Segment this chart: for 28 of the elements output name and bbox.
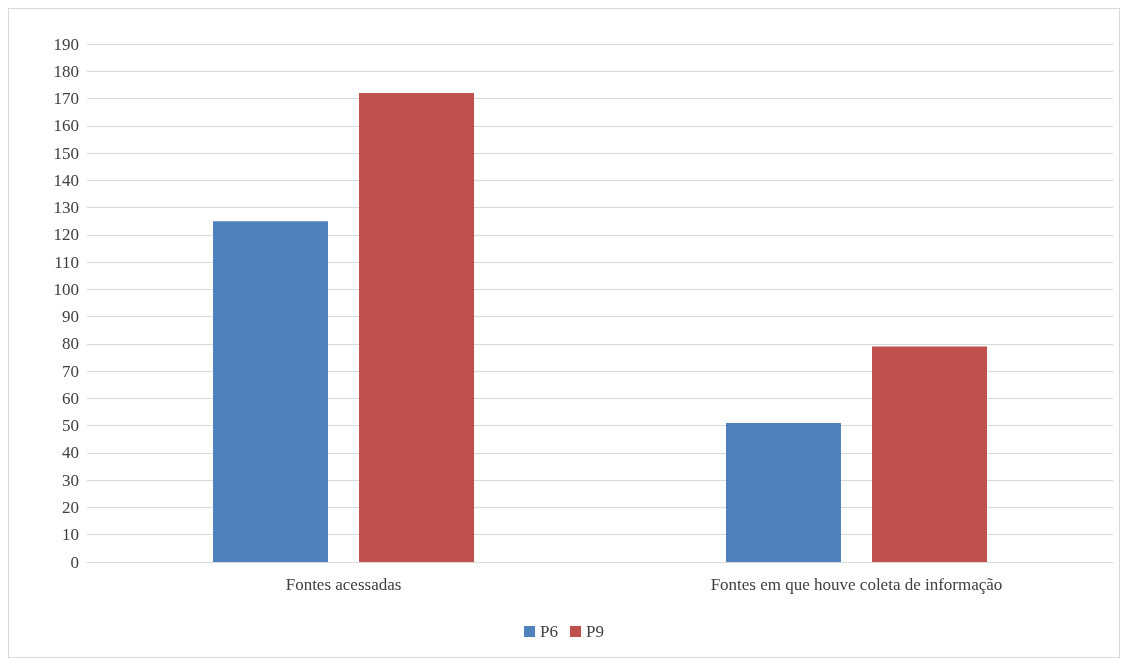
y-tick-label: 40 [62, 443, 79, 463]
y-tick-label: 90 [62, 307, 79, 327]
y-tick-label: 140 [53, 170, 79, 190]
bar [872, 346, 988, 562]
legend-label: P9 [586, 622, 604, 641]
y-tick-label: 170 [53, 89, 79, 109]
y-tick-label: 0 [70, 552, 79, 572]
bar [725, 422, 841, 562]
x-tick-label: Fontes acessadas [285, 575, 402, 594]
y-tick-label: 80 [62, 334, 79, 354]
y-tick-label: 120 [53, 225, 79, 245]
y-tick-label: 130 [53, 198, 79, 218]
y-tick-label: 50 [62, 416, 79, 436]
y-tick-label: 30 [62, 470, 79, 490]
y-tick-label: 70 [62, 361, 79, 381]
y-tick-label: 110 [54, 252, 79, 272]
bar [359, 93, 475, 562]
y-tick-label: 20 [62, 497, 79, 517]
legend-label: P6 [540, 622, 559, 641]
y-tick-label: 100 [53, 279, 79, 299]
bar [212, 221, 328, 562]
y-tick-label: 160 [53, 116, 79, 136]
y-tick-label: 10 [62, 525, 79, 545]
y-tick-label: 190 [53, 34, 79, 54]
y-tick-label: 150 [53, 143, 79, 163]
x-tick-label: Fontes em que houve coleta de informação [710, 575, 1003, 594]
y-tick-label: 180 [53, 61, 79, 81]
y-tick-label: 60 [62, 388, 79, 408]
